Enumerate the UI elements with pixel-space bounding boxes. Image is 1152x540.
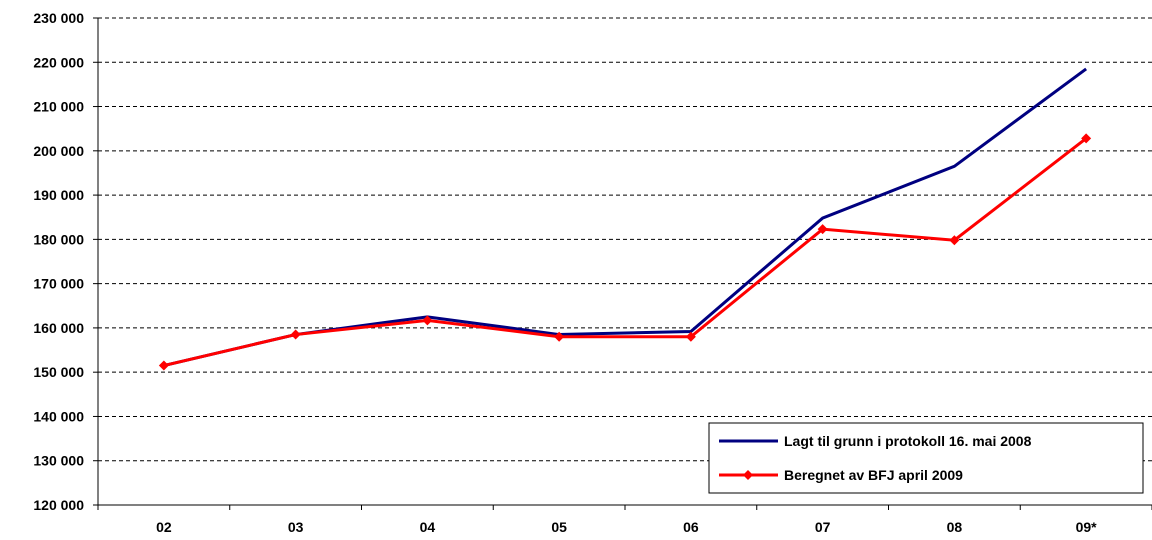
legend-label-series-1: Lagt til grunn i protokoll 16. mai 2008 [784,433,1032,449]
x-tick-label: 05 [551,519,567,535]
x-tick-label: 04 [420,519,436,535]
y-tick-label: 160 000 [33,320,84,336]
y-tick-label: 130 000 [33,453,84,469]
data-point-series-2 [817,224,828,235]
data-point-series-2 [1081,133,1092,144]
series-line-1 [163,67,1088,368]
x-tick-label: 08 [947,519,963,535]
x-tick-label: 02 [156,519,172,535]
y-tick-label: 200 000 [33,143,84,159]
y-tick-label: 120 000 [33,497,84,513]
x-tick-label: 09* [1076,519,1098,535]
data-point-series-2 [422,315,433,326]
data-point-series-2 [290,329,301,340]
x-tick-label: 03 [288,519,304,535]
x-tick-label: 06 [683,519,699,535]
y-tick-label: 220 000 [33,54,84,70]
y-tick-label: 210 000 [33,99,84,115]
legend-label-series-2: Beregnet av BFJ april 2009 [784,467,963,483]
legend-marker-series-2 [743,470,753,480]
y-axis-ticks: 120 000 130 000 140 000 150 000 160 000 170 0… [33,10,98,513]
x-axis-ticks: 02 03 04 05 06 07 08 09* [97,505,1152,535]
y-tick-label: 150 000 [33,364,84,380]
y-tick-label: 230 000 [33,10,84,26]
y-tick-label: 170 000 [33,276,84,292]
data-point-series-2 [685,331,696,342]
gridlines [98,17,1152,462]
data-point-series-2 [949,235,960,246]
legend: Lagt til grunn i protokoll 16. mai 2008 … [708,422,1144,494]
legend-box [708,422,1144,494]
data-point-series-2 [158,360,169,371]
y-tick-label: 180 000 [33,231,84,247]
x-tick-label: 07 [815,519,831,535]
series-line-2 [163,137,1088,368]
data-point-series-2 [554,331,565,342]
y-tick-label: 190 000 [33,187,84,203]
y-tick-label: 140 000 [33,408,84,424]
series-lines [158,67,1092,371]
